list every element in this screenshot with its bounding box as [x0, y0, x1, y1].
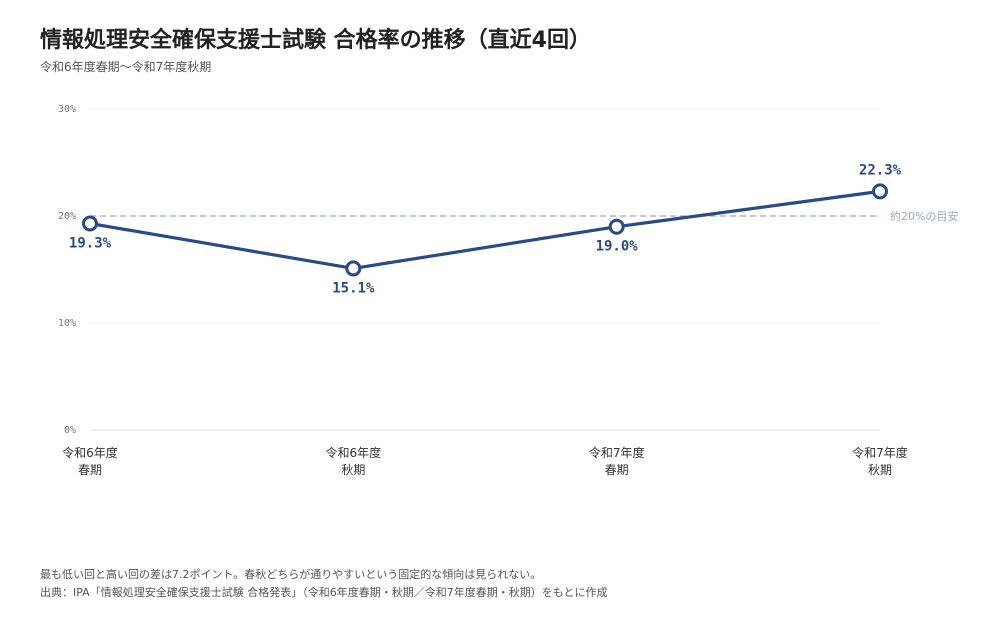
x-tick-label-line: 令和7年度	[852, 445, 908, 460]
y-tick-label: 30%	[58, 104, 76, 115]
chart-subtitle: 令和6年度春期〜令和7年度秋期	[40, 60, 212, 74]
x-tick-label-line: 春期	[605, 463, 629, 477]
data-point	[82, 215, 98, 232]
reference-line-label: 約20%の目安	[890, 209, 958, 223]
gridlines	[90, 108, 880, 431]
chart-title: 情報処理安全確保支援士試験 合格率の推移（直近4回）	[40, 28, 591, 53]
x-tick-label-line: 春期	[78, 463, 102, 477]
chart-source: 出典：IPA「情報処理安全確保支援士試験 合格発表」（令和6年度春期・秋期／令和…	[40, 586, 608, 599]
x-tick-label: 令和6年度春期	[62, 445, 118, 477]
x-tick-label: 令和6年度秋期	[326, 445, 382, 477]
data-label: 15.1%	[332, 280, 375, 296]
chart-note: 最も低い回と高い回の差は7.2ポイント。春秋どちらが通りやすいという固定的な傾向…	[40, 568, 542, 581]
x-tick-label-line: 令和6年度	[62, 445, 118, 460]
data-point	[345, 260, 362, 277]
x-tick-label: 令和7年度春期	[589, 445, 645, 477]
series-group: 19.3% 15.1% 19.0% 22.3%	[69, 162, 902, 296]
data-point	[608, 218, 625, 235]
x-tick-label: 令和7年度秋期	[852, 445, 908, 477]
data-label: 19.3%	[69, 235, 112, 251]
y-tick-label: 10%	[58, 318, 76, 329]
y-tick-label: 20%	[58, 211, 76, 222]
x-tick-label-line: 秋期	[868, 463, 892, 477]
data-label: 19.0%	[596, 239, 639, 255]
reference-line-group: 約20%の目安	[90, 209, 958, 223]
x-tick-label-line: 令和7年度	[589, 445, 645, 460]
x-tick-label-line: 令和6年度	[326, 445, 382, 460]
y-tick-label: 0%	[64, 425, 76, 436]
data-label: 22.3%	[859, 162, 902, 178]
series-line	[88, 189, 882, 271]
y-axis: 0% 10% 20% 30%	[58, 104, 76, 436]
x-tick-label-line: 秋期	[341, 463, 365, 477]
data-point	[872, 183, 888, 200]
